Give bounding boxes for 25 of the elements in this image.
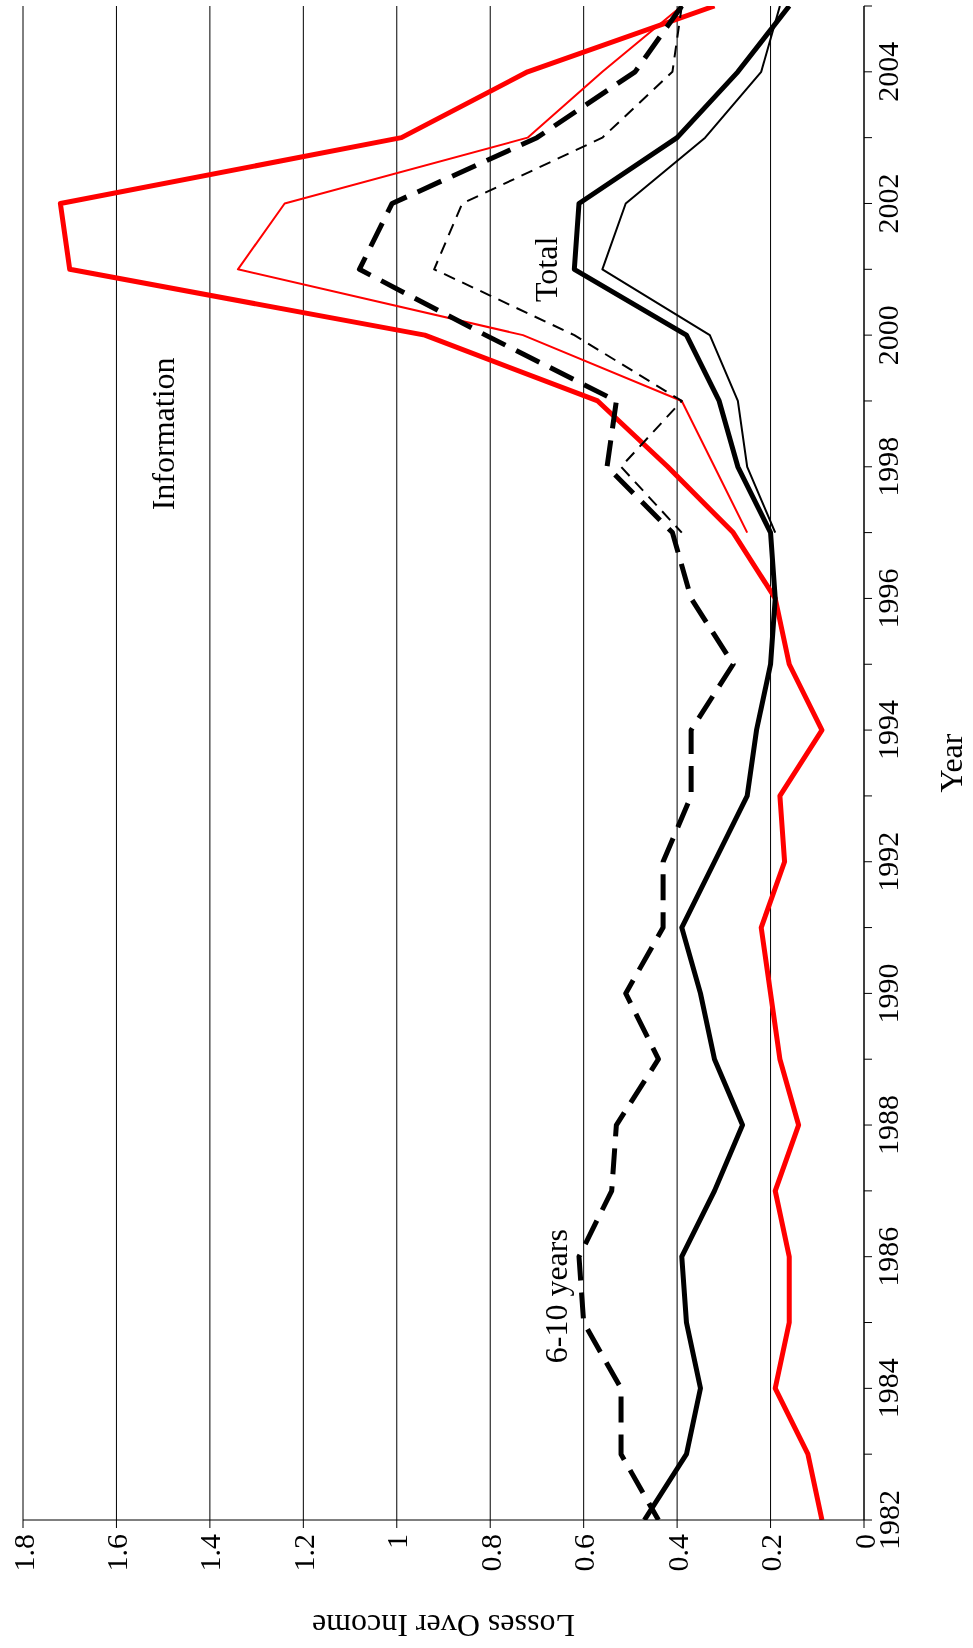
x-tick-label: 0.8: [473, 1534, 507, 1572]
x-tick-label: 1: [380, 1534, 414, 1549]
annotation: Total: [528, 236, 565, 302]
y-tick-label: 2004: [871, 41, 905, 102]
y-tick-label: 1984: [871, 1358, 905, 1419]
x-tick-label: 1.4: [193, 1534, 227, 1572]
y-tick-label: 1986: [871, 1226, 905, 1287]
y-tick-label: 1994: [871, 700, 905, 761]
y-tick-label: 1992: [871, 831, 905, 892]
x-tick-label: 0.2: [754, 1534, 788, 1572]
y-tick-label: 2000: [871, 305, 905, 366]
x-tick-label: 1.6: [99, 1534, 133, 1572]
y-tick-label: 1996: [871, 568, 905, 629]
x-tick-label: 1.8: [6, 1534, 40, 1572]
y-axis-title: Year: [933, 733, 969, 793]
x-tick-label: 1.2: [286, 1534, 320, 1572]
x-tick-label: 0.6: [567, 1534, 601, 1572]
x-tick-label: 0.4: [660, 1534, 694, 1572]
y-tick-label: 1990: [871, 963, 905, 1024]
annotation: 6-10 years: [537, 1229, 574, 1364]
y-tick-label: 1988: [871, 1095, 905, 1156]
annotation: Information: [145, 357, 182, 511]
y-tick-label: 2002: [871, 173, 905, 234]
y-tick-label: 1998: [871, 436, 905, 497]
x-axis-title: Losses Over Income: [311, 1608, 576, 1644]
